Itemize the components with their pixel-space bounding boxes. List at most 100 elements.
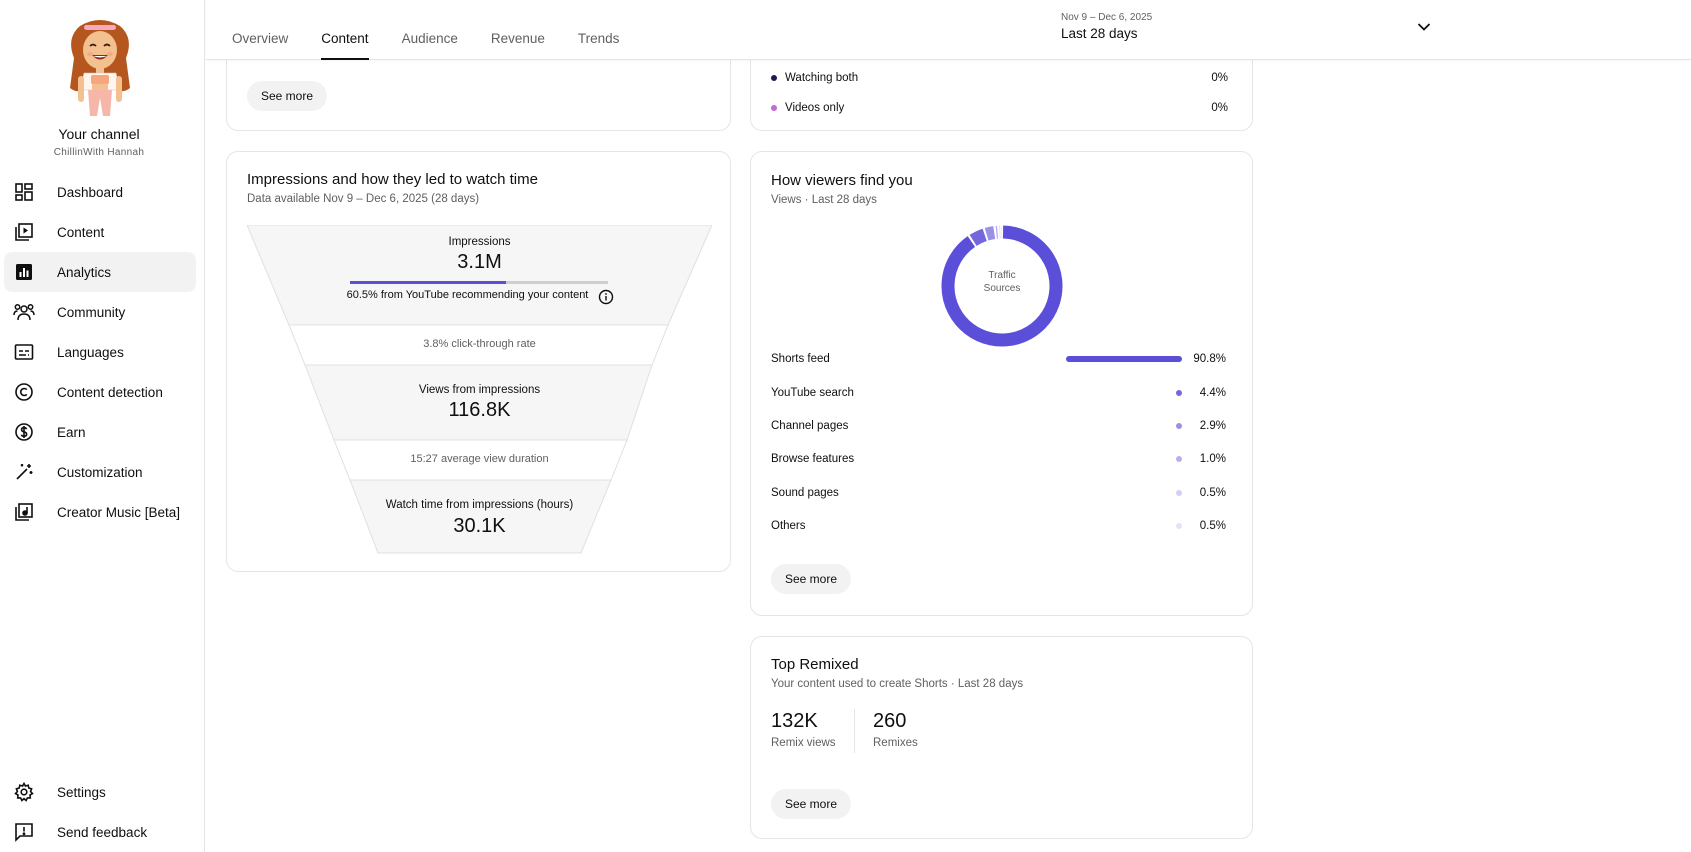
analytics-header: Overview Content Audience Revenue Trends… <box>206 0 1691 60</box>
sidebar-item-label: Dashboard <box>57 184 124 200</box>
metric-divider <box>854 709 855 753</box>
watch-time-value: 30.1K <box>453 515 506 537</box>
dollar-icon <box>13 421 35 443</box>
channel-handle: ChillinWith Hannah <box>53 147 145 158</box>
traffic-source-bar <box>1176 490 1182 496</box>
tab-trends[interactable]: Trends <box>577 30 620 46</box>
tab-audience[interactable]: Audience <box>401 30 458 46</box>
sidebar-item-creator-music[interactable]: Creator Music [Beta] <box>4 492 196 532</box>
tab-content[interactable]: Content <box>321 0 369 60</box>
traffic-source-value: 1.0% <box>1199 453 1226 465</box>
sidebar: Your channel ChillinWith Hannah Dashboar… <box>0 0 205 852</box>
donut-segment[interactable] <box>969 228 987 246</box>
traffic-source-row[interactable]: YouTube search 4.4% <box>771 384 1226 402</box>
sidebar-item-label: Earn <box>57 424 86 440</box>
views-value: 116.8K <box>448 399 511 421</box>
legend-row: Watching both 0% <box>771 68 1228 88</box>
traffic-source-value: 0.5% <box>1199 520 1226 532</box>
impressions-funnel-card: Impressions and how they led to watch ti… <box>226 151 731 572</box>
community-icon <box>13 301 35 323</box>
channel-title: Your channel <box>58 126 140 142</box>
traffic-source-label: Others <box>771 520 806 532</box>
sidebar-item-label: Community <box>57 304 126 320</box>
feedback-icon <box>13 821 35 843</box>
see-more-button[interactable]: See more <box>247 81 328 111</box>
views-label: Views from impressions <box>418 384 541 396</box>
see-more-button[interactable]: See more <box>771 789 852 819</box>
remix-views-metric: 132K Remix views <box>771 710 836 749</box>
sidebar-item-label: Languages <box>57 344 124 360</box>
impressions-value: 3.1M <box>457 251 502 273</box>
traffic-sources-donut[interactable] <box>941 225 1063 347</box>
impressions-label: Impressions <box>448 236 511 248</box>
watch-time-label: Watch time from impressions (hours) <box>385 499 574 511</box>
see-more-button[interactable]: See more <box>771 564 852 594</box>
traffic-source-row[interactable]: Browse features 1.0% <box>771 450 1226 468</box>
legend-row: Videos only 0% <box>771 98 1228 118</box>
ctr-text: 3.8% click-through rate <box>423 338 536 350</box>
traffic-source-row[interactable]: Sound pages 0.5% <box>771 484 1226 502</box>
traffic-source-row[interactable]: Shorts feed 90.8% <box>771 350 1226 368</box>
chevron-down-icon <box>1417 23 1431 31</box>
impressions-funnel: Impressions 3.1M 60.5% from YouTube reco… <box>247 225 712 554</box>
tab-overview[interactable]: Overview <box>232 30 289 46</box>
sidebar-item-dashboard[interactable]: Dashboard <box>4 172 196 212</box>
traffic-source-bar <box>1176 456 1182 462</box>
sidebar-item-send-feedback[interactable]: Send feedback <box>4 812 196 852</box>
traffic-source-row[interactable]: Channel pages 2.9% <box>771 417 1226 435</box>
traffic-source-value: 90.8% <box>1193 353 1226 365</box>
traffic-source-value: 2.9% <box>1199 420 1226 432</box>
legend-value: 0% <box>1211 102 1228 114</box>
date-range-picker[interactable]: Nov 9 – Dec 6, 2025 Last 28 days <box>1061 12 1461 48</box>
recommend-progress-fill <box>350 281 507 284</box>
dashboard-icon <box>13 181 35 203</box>
sidebar-item-content-detection[interactable]: Content detection <box>4 372 196 412</box>
donut-segment[interactable] <box>984 226 996 241</box>
sidebar-item-label: Analytics <box>57 264 112 280</box>
remixes-label: Remixes <box>873 737 918 749</box>
sidebar-item-community[interactable]: Community <box>4 292 196 332</box>
remix-views-value: 132K <box>771 710 818 732</box>
donut-segment[interactable] <box>941 225 1063 347</box>
legend-dot <box>771 105 777 111</box>
date-range-label: Last 28 days <box>1061 26 1138 41</box>
sidebar-item-label: Content detection <box>57 384 163 400</box>
sidebar-item-customization[interactable]: Customization <box>4 452 196 492</box>
traffic-source-label: Sound pages <box>771 487 839 499</box>
sidebar-item-label: Creator Music [Beta] <box>57 504 181 520</box>
channel-avatar[interactable] <box>60 18 140 118</box>
traffic-source-label: Shorts feed <box>771 353 830 365</box>
sidebar-nav: Dashboard Content Analytics Community La… <box>4 172 196 532</box>
subtitles-icon <box>13 341 35 363</box>
copyright-icon <box>13 381 35 403</box>
traffic-source-row[interactable]: Others 0.5% <box>771 517 1226 535</box>
sidebar-item-content[interactable]: Content <box>4 212 196 252</box>
tab-revenue[interactable]: Revenue <box>490 30 545 46</box>
traffic-source-label: Channel pages <box>771 420 849 432</box>
sidebar-item-earn[interactable]: Earn <box>4 412 196 452</box>
traffic-source-bar <box>1065 356 1182 362</box>
legend-label: Videos only <box>785 102 845 114</box>
info-icon[interactable] <box>598 289 614 305</box>
sidebar-item-label: Settings <box>57 784 106 800</box>
sidebar-bottom-nav: Settings Send feedback <box>4 772 196 852</box>
donut-label-line: Traffic <box>988 270 1016 281</box>
card-title: Top Remixed <box>771 656 859 673</box>
sidebar-item-label: Customization <box>57 464 143 480</box>
sidebar-item-label: Content <box>57 224 105 240</box>
card-subtitle: Data available Nov 9 – Dec 6, 2025 (28 d… <box>247 193 480 205</box>
avg-duration-text: 15:27 average view duration <box>410 453 549 465</box>
sidebar-item-analytics[interactable]: Analytics <box>4 252 196 292</box>
sidebar-item-languages[interactable]: Languages <box>4 332 196 372</box>
traffic-source-bar <box>1176 423 1182 429</box>
traffic-source-bar <box>1176 390 1182 396</box>
recommend-text: 60.5% from YouTube recommending your con… <box>346 289 589 301</box>
music-library-icon <box>13 501 35 523</box>
recommend-progress-bar <box>350 281 608 284</box>
traffic-source-label: Browse features <box>771 453 855 465</box>
sidebar-item-settings[interactable]: Settings <box>4 772 196 812</box>
gear-icon <box>13 781 35 803</box>
remixes-metric: 260 Remixes <box>873 710 918 749</box>
traffic-sources-card: How viewers find you Views · Last 28 day… <box>750 151 1253 616</box>
legend-value: 0% <box>1211 72 1228 84</box>
